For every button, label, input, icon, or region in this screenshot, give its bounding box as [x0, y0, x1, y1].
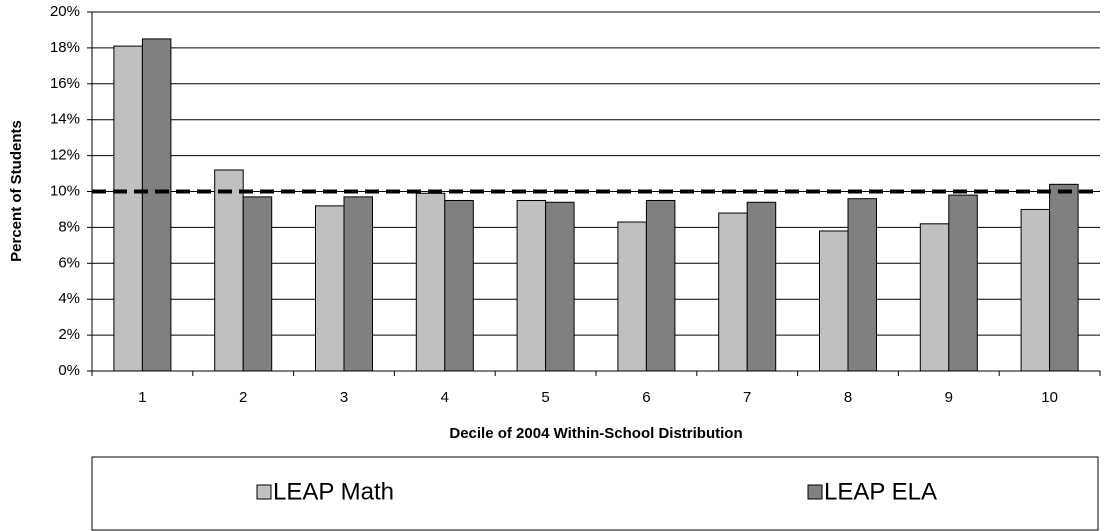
x-tick-label: 7 [743, 389, 751, 406]
bar [847, 198, 877, 372]
x-tick-label: 9 [945, 389, 953, 406]
bar [113, 45, 143, 372]
x-axis-title: Decile of 2004 Within-School Distributio… [449, 425, 742, 442]
bar [718, 212, 748, 372]
bar [819, 230, 849, 372]
bar [948, 194, 978, 372]
y-tick-label: 2% [58, 326, 80, 343]
bar [617, 221, 647, 372]
legend-swatch [256, 484, 272, 500]
x-tick-label: 2 [239, 389, 247, 406]
x-tick-label: 8 [844, 389, 852, 406]
bar [242, 196, 273, 372]
bar [516, 199, 547, 372]
y-tick-label: 16% [50, 75, 80, 92]
x-tick-label: 4 [441, 389, 449, 406]
y-tick-label: 18% [50, 39, 80, 56]
y-tick-label: 4% [58, 290, 80, 307]
legend-label: LEAP Math [273, 478, 394, 505]
x-tick-label: 1 [138, 389, 146, 406]
y-tick-label: 12% [50, 147, 80, 164]
y-tick-label: 6% [58, 254, 80, 271]
legend-swatch [807, 484, 823, 500]
x-tick-label: 6 [642, 389, 650, 406]
bar [415, 192, 446, 372]
x-tick-label: 3 [340, 389, 348, 406]
bar [315, 205, 345, 372]
x-tick-label: 5 [541, 389, 549, 406]
bar [1049, 183, 1079, 372]
bar [645, 199, 676, 372]
y-tick-label: 8% [58, 218, 80, 235]
bar [214, 169, 244, 372]
bar [444, 199, 474, 372]
y-tick-label: 20% [50, 3, 80, 20]
bar [1020, 208, 1051, 372]
bar [545, 201, 575, 372]
legend-label: LEAP ELA [824, 478, 937, 505]
y-tick-label: 0% [58, 362, 80, 379]
x-tick-label: 10 [1041, 389, 1058, 406]
bar [141, 38, 172, 372]
y-tick-label: 10% [50, 182, 80, 199]
bar [919, 223, 950, 372]
bar [343, 196, 373, 372]
bar [746, 201, 777, 372]
legend-box [91, 456, 1099, 531]
y-tick-label: 14% [50, 111, 80, 128]
y-axis-title: Percent of Students [8, 120, 25, 262]
